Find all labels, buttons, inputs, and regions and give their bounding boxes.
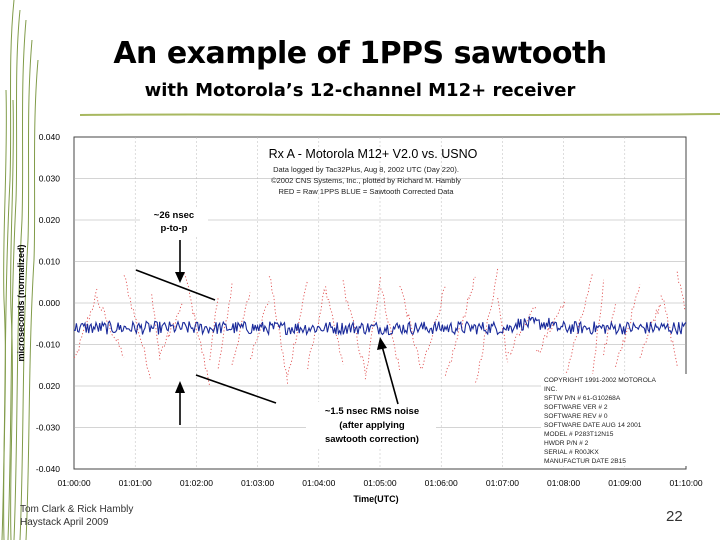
- raw-1pps-segment: [676, 271, 686, 311]
- y-tick-label: -0.010: [36, 340, 60, 350]
- copyright-line: SOFTWARE REV # 0: [544, 413, 608, 420]
- footer-authors: Tom Clark & Rick Hambly: [20, 504, 134, 515]
- raw-1pps-segment: [475, 268, 499, 383]
- ptp-arrowhead-down: [175, 272, 185, 283]
- copyright-block: COPYRIGHT 1991-2002 MOTOROLA INC. SFTW P/N…: [544, 377, 656, 465]
- y-tick-label: 0.020: [39, 381, 61, 391]
- raw-1pps-segment: [96, 296, 125, 358]
- ptp-label-bg: [140, 207, 208, 235]
- raw-1pps-segment: [536, 299, 566, 354]
- rms-arrowhead: [377, 337, 387, 350]
- y-tick-label: 0.020: [39, 215, 61, 225]
- title-underline: [80, 113, 720, 117]
- rms-label-line-2: (after applying: [339, 420, 405, 431]
- slide-title: An example of 1PPS sawtooth: [113, 36, 607, 71]
- copyright-line: MODEL # P283T12N15: [544, 431, 614, 438]
- y-axis-label: microseconds (normalized): [16, 244, 26, 361]
- x-tick-label: 01:09:00: [608, 478, 641, 488]
- x-tick-label: 01:05:00: [363, 478, 396, 488]
- x-tick-label: 01:01:00: [119, 478, 152, 488]
- x-tick-label: 01:07:00: [486, 478, 519, 488]
- chart-subtitle-line-2: ©2002 CNS Systems, Inc., plotted by Rich…: [271, 176, 461, 185]
- raw-1pps-segment: [209, 297, 219, 361]
- raw-1pps-segment: [217, 283, 233, 369]
- ptp-label-line-2: p-to-p: [161, 223, 188, 234]
- x-tick-label: 01:00:00: [57, 478, 90, 488]
- grass-decoration: [1, 0, 39, 540]
- y-tick-label: 0.040: [39, 132, 61, 142]
- rms-label-bg: [306, 402, 436, 448]
- copyright-line: SOFTWARE VER # 2: [544, 404, 608, 411]
- copyright-line: SFTW P/N # 61-G10268A: [544, 395, 621, 402]
- raw-1pps-segment: [364, 276, 382, 380]
- raw-1pps-segment: [399, 285, 423, 369]
- x-tick-label: 01:04:00: [302, 478, 335, 488]
- raw-1pps-segment: [380, 288, 401, 370]
- x-tick-label: 01:10:00: [669, 478, 702, 488]
- ptp-label-line-1: ~26 nsec: [154, 210, 194, 221]
- ptp-upper-line: [135, 269, 216, 301]
- raw-1pps-segment: [639, 303, 662, 358]
- corrected-series: [73, 315, 687, 337]
- raw-1pps-segment: [231, 292, 251, 366]
- ptp-lower-line: [195, 374, 277, 404]
- raw-1pps-segment: [325, 286, 344, 365]
- copyright-line: HWDR P/N # 2: [544, 440, 589, 447]
- corrected-line: [73, 315, 687, 337]
- raw-1pps-segment: [497, 297, 509, 363]
- copyright-line: SERIAL # R00JKX: [544, 449, 599, 456]
- x-tick-label: 01:06:00: [425, 478, 458, 488]
- y-tick-label: 0.030: [39, 174, 61, 184]
- x-axis-label: Time(UTC): [353, 494, 398, 504]
- raw-1pps-segment: [159, 302, 185, 355]
- x-tick-label: 01:03:00: [241, 478, 274, 488]
- x-tick-label: 01:08:00: [547, 478, 580, 488]
- y-tick-label: 0.000: [39, 298, 61, 308]
- raw-1pps-segment: [268, 276, 289, 386]
- x-tick-label: 01:02:00: [180, 478, 213, 488]
- y-tick-label: -0.030: [36, 423, 60, 433]
- copyright-line: INC.: [544, 386, 557, 393]
- page-number: 22: [666, 508, 683, 525]
- y-tick-label: 0.010: [39, 257, 61, 267]
- raw-1pps-segment: [249, 301, 270, 360]
- slide-subtitle: with Motorola’s 12-channel M12+ receiver: [144, 80, 576, 101]
- copyright-line: SOFTWARE DATE AUG 14 2001: [544, 422, 642, 429]
- raw-1pps-segment: [183, 272, 211, 387]
- ptp-arrowhead-up: [175, 381, 185, 393]
- copyright-line: MANUFACTUR DATE 2B15: [544, 458, 626, 465]
- raw-1pps-segment: [123, 275, 152, 379]
- raw-1pps-segment: [421, 286, 446, 369]
- footer: Tom Clark & Rick Hambly Haystack April 2…: [20, 503, 133, 529]
- chart-ticks: 0.040 0.030 0.020 0.010 0.000 -0.010 0.020 -0.0…: [36, 132, 703, 488]
- raw-1pps-segment: [287, 280, 309, 375]
- raw-1pps-segment: [151, 294, 161, 362]
- chart-title: Rx A - Motorola M12+ V2.0 vs. USNO: [269, 147, 478, 161]
- rms-label-line-1: ~1.5 nsec RMS noise: [325, 406, 419, 417]
- rms-label-line-3: sawtooth correction): [325, 434, 419, 445]
- rms-arrow: [381, 345, 399, 405]
- copyright-block-bg: [541, 374, 687, 466]
- footer-venue: Haystack April 2009: [20, 517, 109, 528]
- chart-subtitle-line-1: Data logged by Tac32Plus, Aug 8, 2002 UT…: [273, 165, 459, 174]
- copyright-line: COPYRIGHT 1991-2002 MOTOROLA: [544, 377, 656, 384]
- y-tick-label: -0.040: [36, 464, 60, 474]
- chart-subtitle-line-3: RED = Raw 1PPS BLUE = Sawtooth Corrected…: [278, 187, 454, 196]
